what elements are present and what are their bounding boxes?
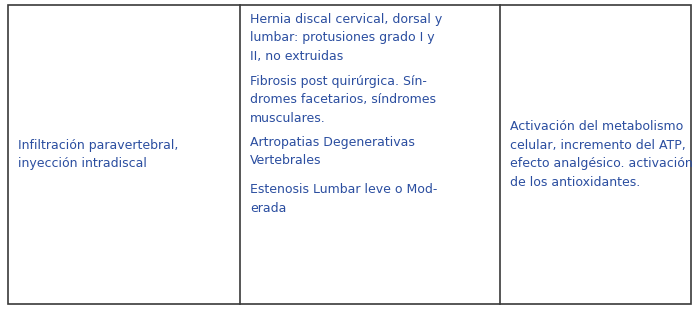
Text: Hernia discal cervical, dorsal y
lumbar: protusiones grado I y
II, no extruidas: Hernia discal cervical, dorsal y lumbar:… bbox=[250, 13, 442, 63]
Text: Estenosis Lumbar leve o Mod-
erada: Estenosis Lumbar leve o Mod- erada bbox=[250, 183, 438, 214]
Text: Artropatias Degenerativas
Vertebrales: Artropatias Degenerativas Vertebrales bbox=[250, 136, 415, 167]
Text: Fibrosis post quirúrgica. Sín-
dromes facetarios, síndromes
musculares.: Fibrosis post quirúrgica. Sín- dromes fa… bbox=[250, 74, 436, 125]
Text: Infiltración paravertebral,
inyección intradiscal: Infiltración paravertebral, inyección in… bbox=[18, 139, 178, 170]
Text: Activación del metabolismo
celular, incremento del ATP,
efecto analgésico. activ: Activación del metabolismo celular, incr… bbox=[510, 120, 693, 189]
